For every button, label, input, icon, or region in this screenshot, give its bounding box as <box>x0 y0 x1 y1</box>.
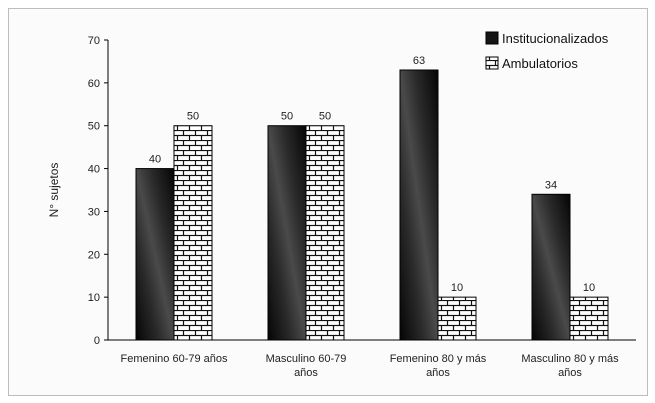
bar-ambulatorios <box>569 296 609 341</box>
category-label: Femenino 80 y más años <box>390 353 487 379</box>
bar-institucionalizados <box>531 193 571 341</box>
y-tick-label: 40 <box>88 164 100 176</box>
bar-ambulatorios <box>437 296 477 341</box>
bar-institucionalizados <box>399 69 439 341</box>
y-tick-label: 0 <box>94 335 100 347</box>
data-label: 50 <box>319 111 331 123</box>
y-tick-label: 10 <box>88 292 100 304</box>
legend-label: Institucionalizados <box>502 31 609 46</box>
legend-swatch <box>485 56 499 70</box>
legend-swatch <box>485 31 499 45</box>
y-tick-label: 70 <box>88 35 100 47</box>
data-label: 10 <box>451 282 463 294</box>
legend: Institucionalizados Ambulatorios <box>485 31 609 71</box>
y-tick-label: 30 <box>88 206 100 218</box>
y-tick-label: 60 <box>88 78 100 90</box>
data-label: 63 <box>413 55 425 67</box>
bar-institucionalizados <box>267 125 307 341</box>
y-axis-label: N° sujetos <box>47 163 61 218</box>
y-tick-label: 20 <box>88 249 100 261</box>
data-label: 10 <box>583 282 595 294</box>
data-label: 50 <box>281 111 293 123</box>
data-label: 40 <box>149 154 161 166</box>
data-label: 34 <box>545 179 557 191</box>
bar-institucionalizados <box>135 168 175 341</box>
category-label: Femenino 60-79 años <box>120 353 228 365</box>
category-label: Masculino 80 y más años <box>521 353 619 379</box>
legend-label: Ambulatorios <box>502 56 578 71</box>
bar-ambulatorios <box>173 125 213 341</box>
category-label: Masculino 60-79 años <box>266 353 347 379</box>
data-label: 50 <box>187 111 199 123</box>
y-tick-label: 50 <box>88 121 100 133</box>
bar-ambulatorios <box>305 125 345 341</box>
